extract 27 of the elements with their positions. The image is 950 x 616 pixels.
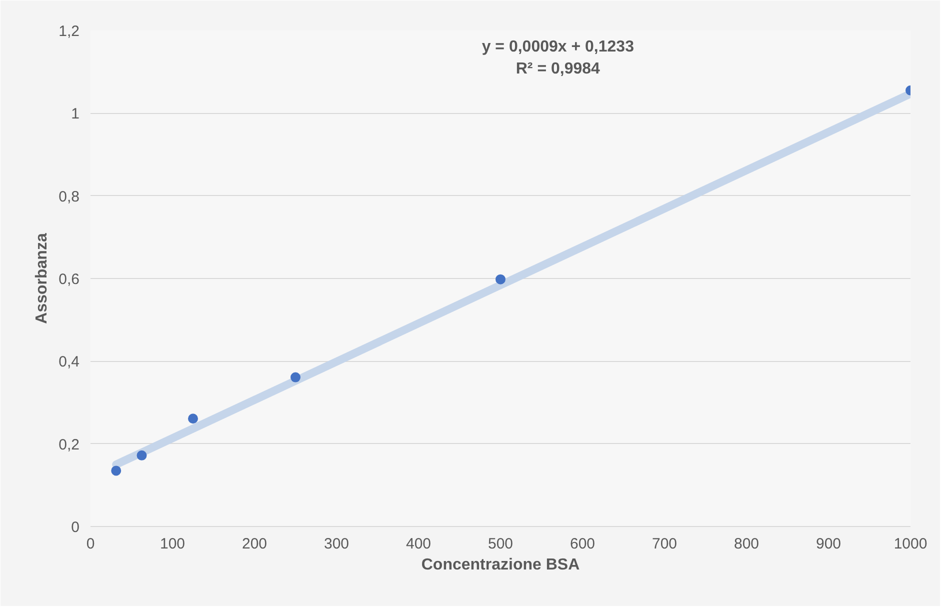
x-tick-label: 1000	[894, 536, 928, 552]
y-tick-label: 0,6	[58, 271, 80, 288]
x-tick-label: 500	[488, 536, 514, 552]
y-tick-label: 1,2	[58, 23, 80, 40]
x-tick-label: 0	[86, 536, 95, 552]
x-tick-label: 800	[734, 536, 760, 552]
y-tick-label: 0,4	[58, 354, 80, 371]
x-tick-label: 200	[242, 536, 268, 552]
x-tick-label: 400	[406, 536, 432, 552]
x-tick-label: 700	[652, 536, 678, 552]
point	[188, 414, 198, 424]
x-tick-label: 300	[324, 536, 350, 552]
x-tick-label: 600	[570, 536, 596, 552]
x-axis-title: Concentrazione BSA	[421, 556, 580, 574]
y-tick-label: 0,8	[58, 188, 80, 206]
annotation: R² = 0,9984	[516, 60, 600, 78]
point	[290, 372, 300, 382]
x-tick-label: 100	[160, 536, 186, 552]
point	[496, 274, 506, 284]
x-tick-label: 900	[816, 536, 842, 552]
annotation: y = 0,0009x + 0,1233	[482, 38, 634, 56]
y-axis-title: Assorbanza	[34, 233, 51, 324]
y-tick-label: 0,2	[58, 436, 80, 454]
y-tick-label: 1	[71, 106, 80, 123]
y-tick-label: 0	[71, 519, 80, 536]
point	[136, 450, 147, 460]
point	[111, 466, 122, 476]
